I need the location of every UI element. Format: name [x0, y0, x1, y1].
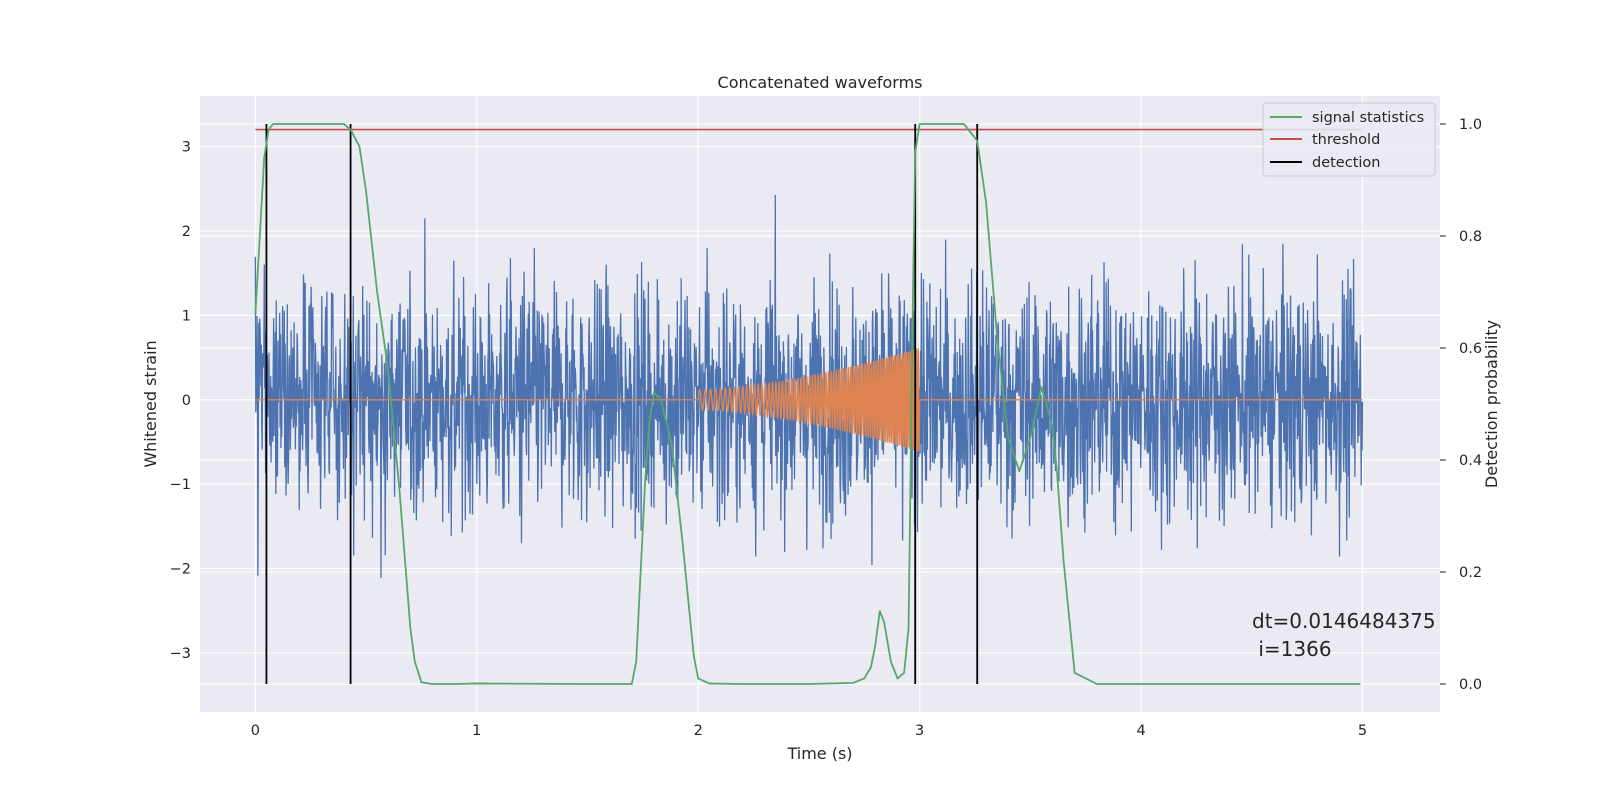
template-series-line — [255, 347, 1363, 452]
y2-tick-label: 0.6 — [1459, 341, 1482, 357]
legend: signal statistics threshold detection — [1262, 102, 1436, 177]
y-axis-ticks: 3 2 1 0 −1 −2 −3 — [170, 140, 191, 662]
y-tick-label: −1 — [170, 477, 191, 493]
chart-title: Concatenated waveforms — [718, 73, 923, 92]
x-tick-label: 1 — [472, 723, 481, 739]
annotation-index: i=1366 — [1252, 637, 1332, 661]
y-tick-label: −3 — [170, 646, 191, 662]
x-tick-label: 5 — [1358, 723, 1367, 739]
x-tick-label: 3 — [915, 723, 924, 739]
y-tick-label: 3 — [182, 140, 191, 156]
x-axis-ticks: 0 1 2 3 4 5 — [251, 723, 1367, 739]
y2-tick-label: 1.0 — [1459, 117, 1482, 133]
y2-tick-label: 0.4 — [1459, 453, 1482, 469]
x-axis-label: Time (s) — [786, 744, 852, 763]
annotation-dt: dt=0.0146484375 — [1252, 609, 1436, 633]
legend-label-threshold: threshold — [1312, 132, 1380, 148]
y-tick-label: −2 — [170, 562, 191, 578]
x-tick-label: 4 — [1136, 723, 1145, 739]
legend-label-signal-statistics: signal statistics — [1312, 110, 1424, 126]
y2-tick-label: 0.8 — [1459, 229, 1482, 245]
y2-tick-label: 0.0 — [1459, 677, 1482, 693]
legend-label-detection: detection — [1312, 155, 1380, 171]
signal-statistics-line — [254, 123, 1361, 685]
y-tick-label: 0 — [182, 393, 191, 409]
y2-axis-ticks: 1.0 0.8 0.6 0.4 0.2 0.0 — [1440, 117, 1482, 693]
y2-tick-label: 0.2 — [1459, 565, 1482, 581]
series-layer — [254, 123, 1364, 685]
legend-frame — [1262, 102, 1436, 177]
y-tick-label: 2 — [182, 224, 191, 240]
x-tick-label: 2 — [694, 723, 703, 739]
x-tick-label: 0 — [251, 723, 260, 739]
y2-axis-label: Detection probability — [1482, 320, 1501, 488]
y-axis-label: Whitened strain — [141, 340, 160, 467]
y-tick-label: 1 — [182, 308, 191, 324]
